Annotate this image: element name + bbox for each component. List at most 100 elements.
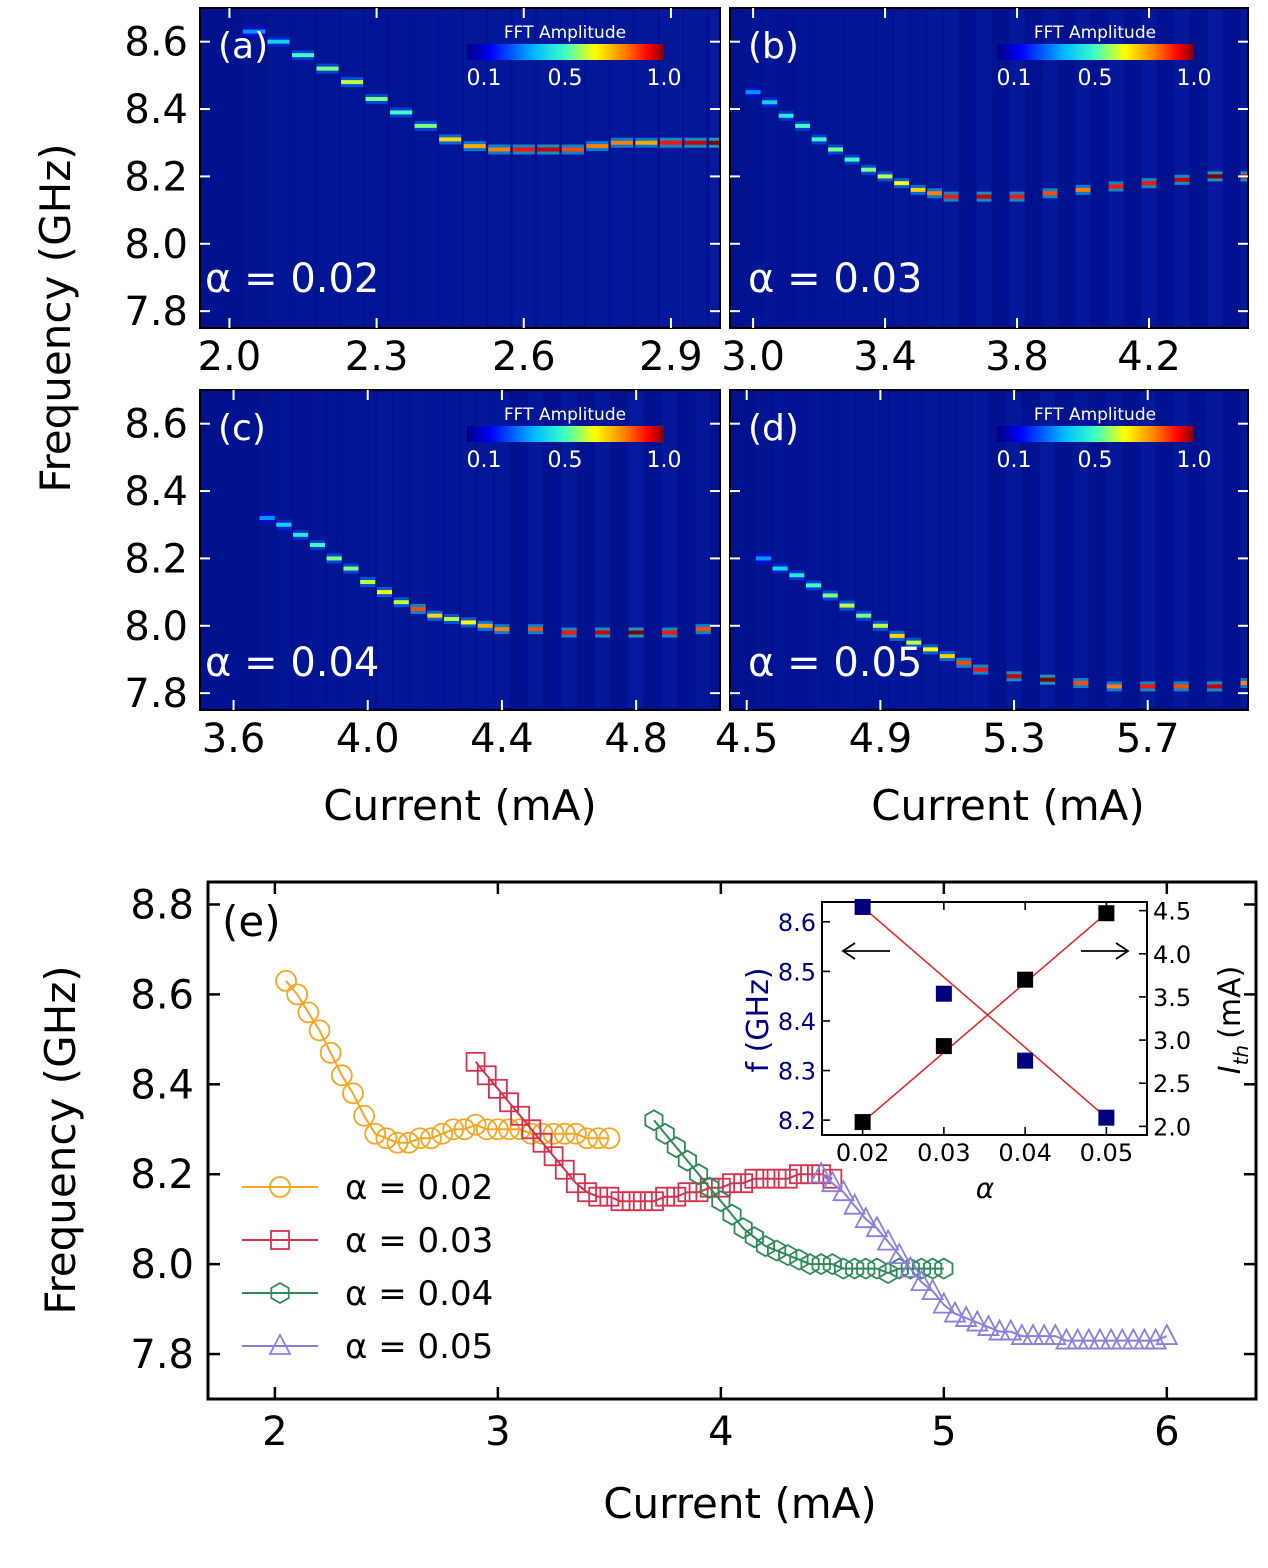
panel-d-streak [1173, 392, 1189, 708]
panel-a-ytick-label: 7.8 [124, 289, 188, 335]
panel-e-ytick-label: 8.6 [130, 972, 194, 1018]
panel-c-xtick-label: 4.4 [470, 716, 534, 762]
panel-e-xtick-label: 3 [485, 1409, 510, 1455]
panel-b-ridge-segment [1108, 184, 1124, 189]
panel-e: 7.8 8.0 8.2 8.4 8.6 8.8 2 3 4 5 6 (e) Frequency (G… [36, 880, 1258, 1528]
panel-b-streak [1042, 10, 1058, 326]
series-2-point [811, 1253, 831, 1276]
series-0-point [498, 1118, 520, 1141]
inset-right-arrowhead [1115, 942, 1130, 960]
inset-ytick-left-label: 8.2 [778, 1107, 816, 1135]
panel-c-ridge [259, 392, 711, 708]
panel-d-streak [939, 392, 955, 708]
panel-d-ridge-segment [806, 583, 822, 588]
series-0-point [408, 1127, 431, 1150]
panel-b-ridge-segment [877, 174, 893, 179]
series-0-point [565, 1122, 587, 1145]
panel-d-ridge-segment [1006, 674, 1022, 679]
series-1-point [677, 1182, 698, 1203]
panel-b-streak [1009, 10, 1025, 326]
series-1-point [632, 1191, 653, 1212]
panel-d-ridge-segment [1073, 681, 1089, 686]
series-3-point [976, 1314, 1000, 1336]
panel-d-xtick-label: 5.7 [1116, 716, 1180, 762]
inset-xtick-label: 0.03 [917, 1139, 970, 1167]
panel-b-streak [894, 10, 909, 326]
panel-a-ridge-segment [414, 123, 437, 128]
panel-c-streak [695, 392, 711, 708]
series-2-point [800, 1253, 820, 1276]
series-3-point [988, 1318, 1012, 1341]
colorbar-d-tick-0: 0.1 [997, 448, 1032, 473]
panel-d-ridge-segment [922, 647, 939, 652]
panel-a-label: (a) [218, 26, 268, 67]
panel-a-ridge-segment [488, 147, 511, 152]
series-2-point [666, 1136, 686, 1159]
panel-c-ridge-segment [695, 627, 711, 632]
legend-marker-1 [270, 1230, 290, 1250]
panel-d-streak [789, 392, 805, 708]
panel-b-ridge-segment [1207, 174, 1223, 179]
panel-e-ytick-label: 8.2 [130, 1152, 194, 1198]
inset-fit-line-0 [862, 906, 1107, 1119]
series-3-point [910, 1269, 934, 1292]
inset-point-1 [1017, 971, 1034, 988]
panel-a-streak [561, 10, 584, 326]
panel-c-annotation: α = 0.04 [205, 640, 379, 686]
panel-b-streak [1075, 10, 1091, 326]
panel-b-streak [910, 10, 926, 326]
panel-a-ytick-label: 8.2 [124, 154, 188, 200]
panel-a-streak [463, 10, 486, 326]
series-0-point [386, 1131, 409, 1154]
panel-a-streak [512, 10, 535, 326]
series-3-point [1110, 1327, 1134, 1350]
panel-e-xtick-label: 6 [1154, 1409, 1179, 1455]
inset-xlabel: α [976, 1172, 995, 1205]
inset-ytick-left-label: 8.5 [778, 958, 816, 986]
series-3-point [932, 1291, 956, 1314]
panel-d-ridge-segment [1039, 677, 1056, 682]
panel-c-ridge-segment [427, 613, 443, 618]
panel-a-xtick-label: 2.3 [345, 334, 409, 380]
panel-d-colorbar: FFT Amplitude 0.1 0.5 1.0 [997, 405, 1212, 473]
panel-a-streak [610, 10, 633, 326]
series-1-point [710, 1177, 731, 1198]
series-0-point [297, 1001, 320, 1024]
inset-ytick-right-label: 4.0 [1153, 941, 1191, 969]
panel-a-ridge-segment [512, 147, 535, 152]
colorbar-d-tick-2: 1.0 [1177, 448, 1212, 473]
panel-d-streak [755, 392, 771, 708]
series-1-point [621, 1191, 642, 1212]
panel-a-ridge-segment [610, 140, 633, 145]
panel-c-streak [276, 392, 292, 708]
panel-d-ridge-segment [906, 640, 922, 645]
inset-point-0 [854, 898, 871, 915]
panel-b-ridge-segment [745, 90, 761, 95]
inset-ytick-left-label: 8.6 [778, 909, 816, 937]
panel-b-ridge-segment [795, 123, 811, 128]
panel-c-ytick-label: 8.4 [124, 469, 188, 515]
inset-left-arrowhead [841, 942, 856, 960]
series-3-point [809, 1161, 833, 1184]
series-2-point [677, 1149, 697, 1172]
series-0-point [330, 1064, 353, 1087]
series-3-point [943, 1300, 967, 1323]
colorbar-title-c: FFT Amplitude [504, 405, 626, 425]
panel-e-legend: α = 0.02 α = 0.03 α = 0.04 α = 0.05 [242, 1168, 493, 1367]
series-1-point [577, 1182, 597, 1203]
panel-d-ridge-segment [856, 613, 872, 618]
panel-a-ridge-segment [267, 39, 290, 44]
panel-c-streak [259, 392, 275, 708]
panel-c-ridge-segment [293, 532, 309, 537]
panel-b-ridge-segment [861, 167, 876, 172]
panel-b-streak [1141, 10, 1157, 326]
series-1-point [800, 1164, 820, 1185]
series-1-point [543, 1146, 564, 1167]
series-3-point [1121, 1327, 1145, 1350]
inset-ylabel-right-main: I [1213, 1065, 1248, 1074]
panel-e-series [275, 970, 1179, 1350]
colorbar-d-tick-1: 0.5 [1078, 448, 1113, 473]
panel-c-label: (c) [218, 408, 266, 449]
colorbar-b-tick-0: 0.1 [997, 66, 1032, 91]
